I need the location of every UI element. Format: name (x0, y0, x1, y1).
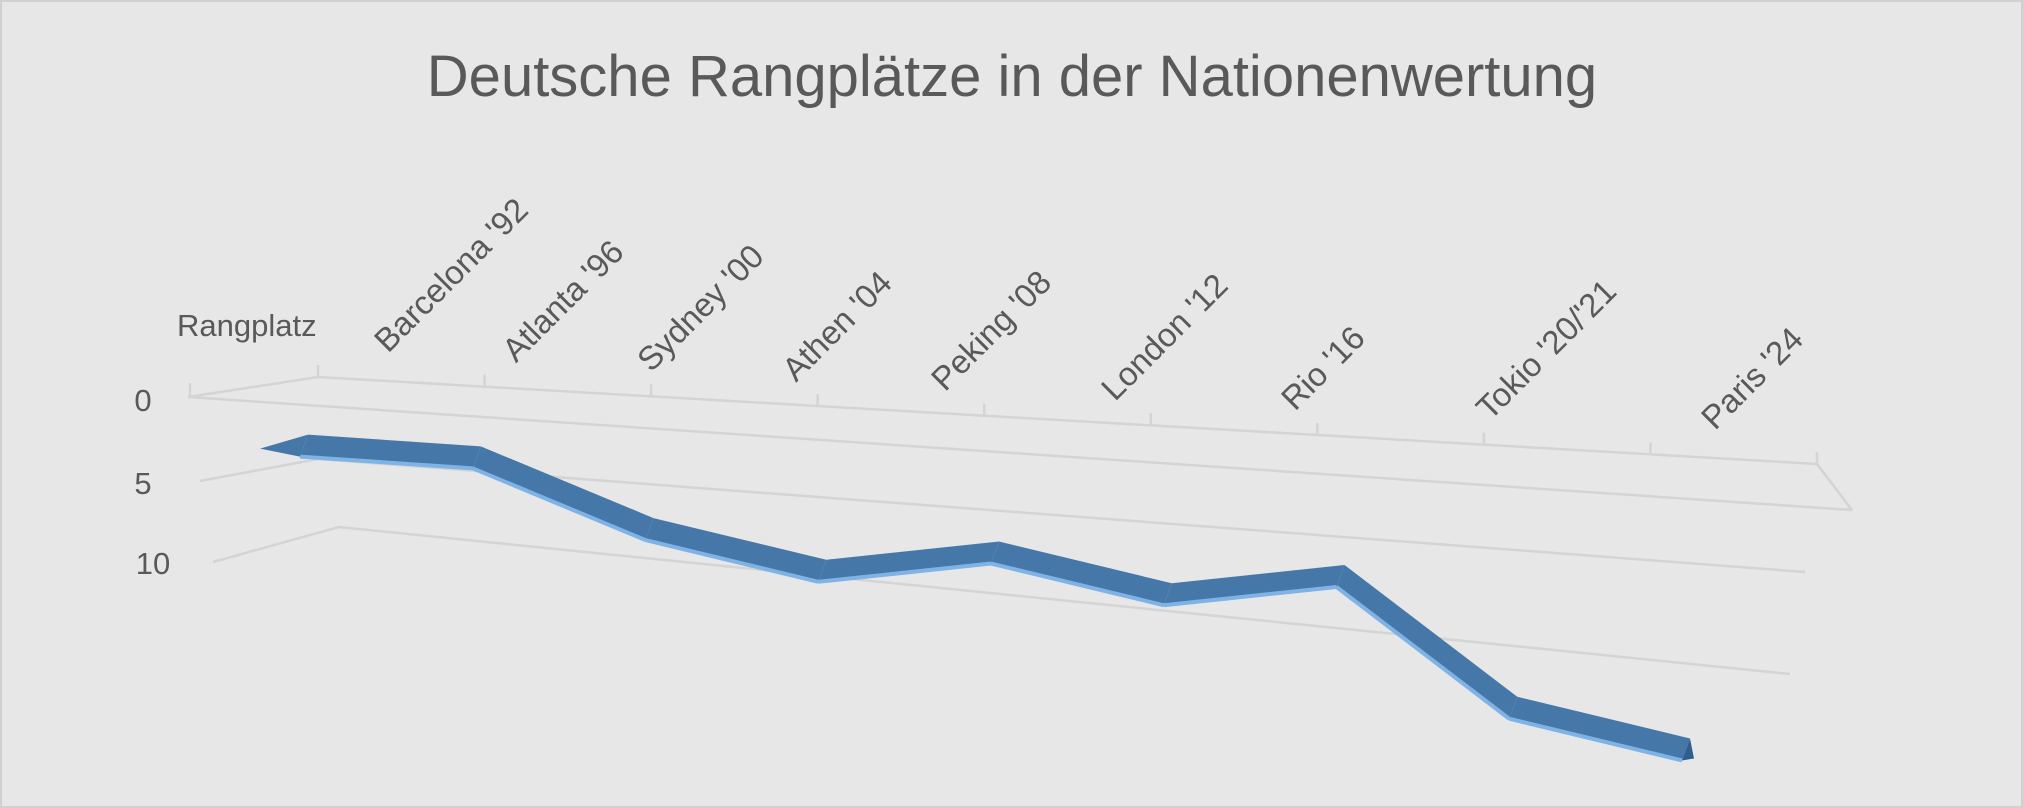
ribbon-edge (1163, 585, 1337, 608)
ribbon-segment (300, 434, 481, 469)
ribbon-segment (818, 541, 999, 582)
ribbon-segment (1509, 696, 1690, 761)
ribbon-segment (645, 518, 827, 582)
y-tick-label: 5 (134, 466, 151, 501)
ribbon-segment (991, 541, 1172, 606)
y-axis-ticks: 0 5 10 (134, 383, 170, 581)
ribbon-edge (471, 466, 647, 542)
y-axis-title: Rangplatz (177, 308, 317, 343)
ribbon-edge (1508, 716, 1683, 763)
ribbon-edge (1335, 585, 1511, 721)
ribbon-cap-end (1682, 738, 1694, 761)
ribbon-segment (1336, 564, 1518, 719)
data-series (260, 434, 1694, 763)
ribbon-segment (472, 446, 654, 541)
gridline-0-left (187, 375, 319, 399)
gridline-10 (212, 525, 1791, 676)
ribbon-edge (299, 454, 473, 471)
ribbon-cap-start (260, 434, 308, 457)
gridline-0-right (1816, 463, 1853, 511)
gridline-0-back (317, 375, 1818, 466)
y-tick-label: 0 (134, 383, 151, 418)
gridline-0-front (187, 395, 1853, 512)
chart-title: Deutsche Rangplätze in der Nationenwertu… (427, 44, 1597, 109)
ribbon-edge (990, 561, 1165, 608)
y-tick-label: 10 (136, 546, 170, 581)
ribbon-edge (645, 538, 819, 584)
ribbon-segment (1163, 564, 1345, 606)
ribbon-edge (818, 561, 992, 584)
